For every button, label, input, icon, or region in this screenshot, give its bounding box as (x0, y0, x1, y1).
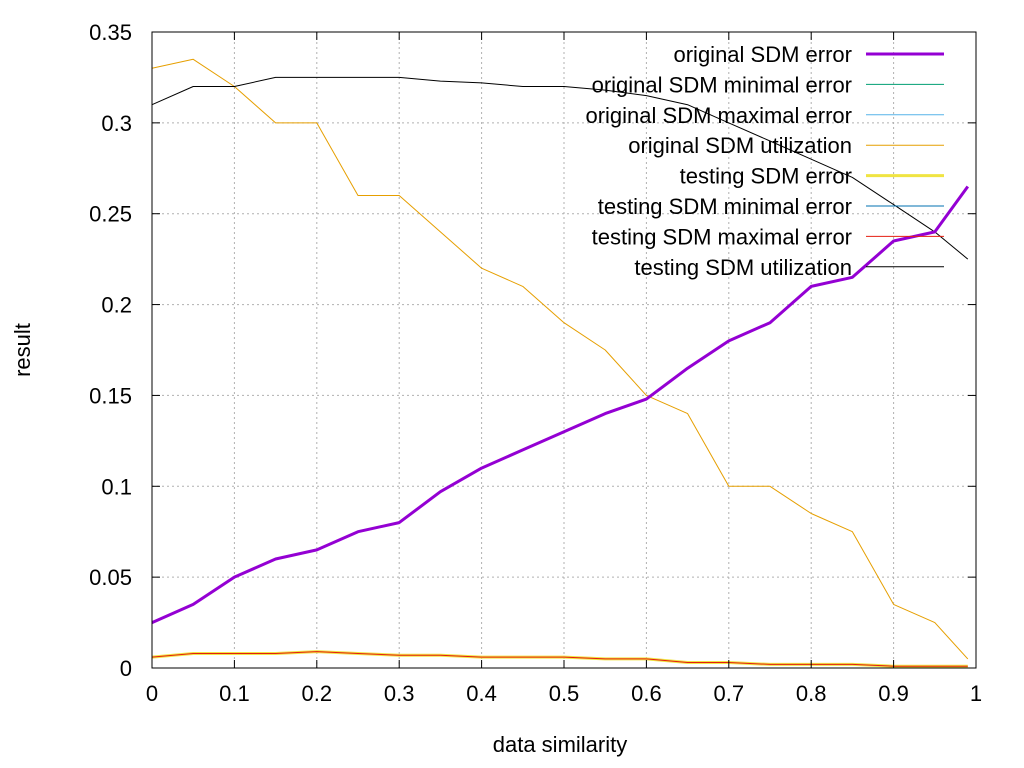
x-tick-label: 0 (146, 681, 158, 706)
ticks: 0 0.1 0.2 0.3 0.4 0.5 0.6 0.7 0.8 0.9 1 0 0.05 0.1 0.1… (89, 20, 982, 706)
x-tick-label: 0.8 (796, 681, 827, 706)
legend-label: original SDM minimal error (592, 72, 852, 97)
y-axis-label: result (10, 323, 35, 377)
legend-label: testing SDM minimal error (598, 194, 852, 219)
x-tick-label: 0.4 (466, 681, 497, 706)
y-tick-label: 0.15 (89, 383, 132, 408)
y-tick-label: 0.2 (101, 293, 132, 318)
x-tick-label: 0.3 (384, 681, 415, 706)
x-tick-label: 0.9 (878, 681, 909, 706)
y-tick-label: 0.3 (101, 111, 132, 136)
x-tick-label: 0.5 (549, 681, 580, 706)
legend-label: testing SDM maximal error (592, 224, 852, 249)
y-tick-label: 0.25 (89, 202, 132, 227)
y-tick-label: 0.35 (89, 20, 132, 45)
x-tick-label: 0.1 (219, 681, 250, 706)
series-line (151, 185, 970, 624)
legend-label: testing SDM error (680, 164, 852, 189)
series-line (151, 76, 969, 260)
x-tick-label: 0.7 (714, 681, 745, 706)
x-tick-label: 1 (970, 681, 982, 706)
grid (152, 32, 976, 668)
x-tick-label: 0.2 (302, 681, 333, 706)
legend-label: testing SDM utilization (634, 255, 852, 280)
legend-label: original SDM error (674, 42, 853, 67)
y-tick-label: 0.1 (101, 474, 132, 499)
legend-label: original SDM utilization (628, 133, 852, 158)
series-line (151, 58, 969, 660)
y-tick-label: 0.05 (89, 565, 132, 590)
x-tick-label: 0.6 (631, 681, 662, 706)
x-axis-label: data similarity (493, 732, 627, 757)
legend-label: original SDM maximal error (585, 103, 852, 128)
y-tick-label: 0 (120, 656, 132, 681)
series-line (151, 651, 968, 667)
legend: original SDM error original SDM minimal e… (585, 42, 944, 280)
